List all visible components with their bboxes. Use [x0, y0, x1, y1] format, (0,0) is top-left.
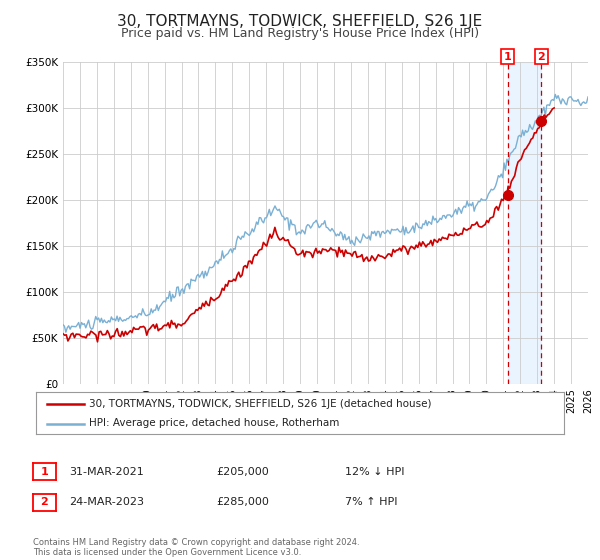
Text: Price paid vs. HM Land Registry's House Price Index (HPI): Price paid vs. HM Land Registry's House …	[121, 27, 479, 40]
Text: 1: 1	[41, 466, 48, 477]
Text: 31-MAR-2021: 31-MAR-2021	[69, 466, 144, 477]
Text: 1: 1	[503, 52, 511, 62]
Text: £285,000: £285,000	[216, 497, 269, 507]
Text: 24-MAR-2023: 24-MAR-2023	[69, 497, 144, 507]
Text: 30, TORTMAYNS, TODWICK, SHEFFIELD, S26 1JE: 30, TORTMAYNS, TODWICK, SHEFFIELD, S26 1…	[118, 14, 482, 29]
Text: 12% ↓ HPI: 12% ↓ HPI	[345, 466, 404, 477]
Text: £205,000: £205,000	[216, 466, 269, 477]
Text: 7% ↑ HPI: 7% ↑ HPI	[345, 497, 398, 507]
Text: 30, TORTMAYNS, TODWICK, SHEFFIELD, S26 1JE (detached house): 30, TORTMAYNS, TODWICK, SHEFFIELD, S26 1…	[89, 399, 431, 409]
Text: 2: 2	[538, 52, 545, 62]
Text: HPI: Average price, detached house, Rotherham: HPI: Average price, detached house, Roth…	[89, 418, 339, 428]
Text: Contains HM Land Registry data © Crown copyright and database right 2024.
This d: Contains HM Land Registry data © Crown c…	[33, 538, 359, 557]
Bar	[508, 62, 541, 384]
Text: 2: 2	[41, 497, 48, 507]
